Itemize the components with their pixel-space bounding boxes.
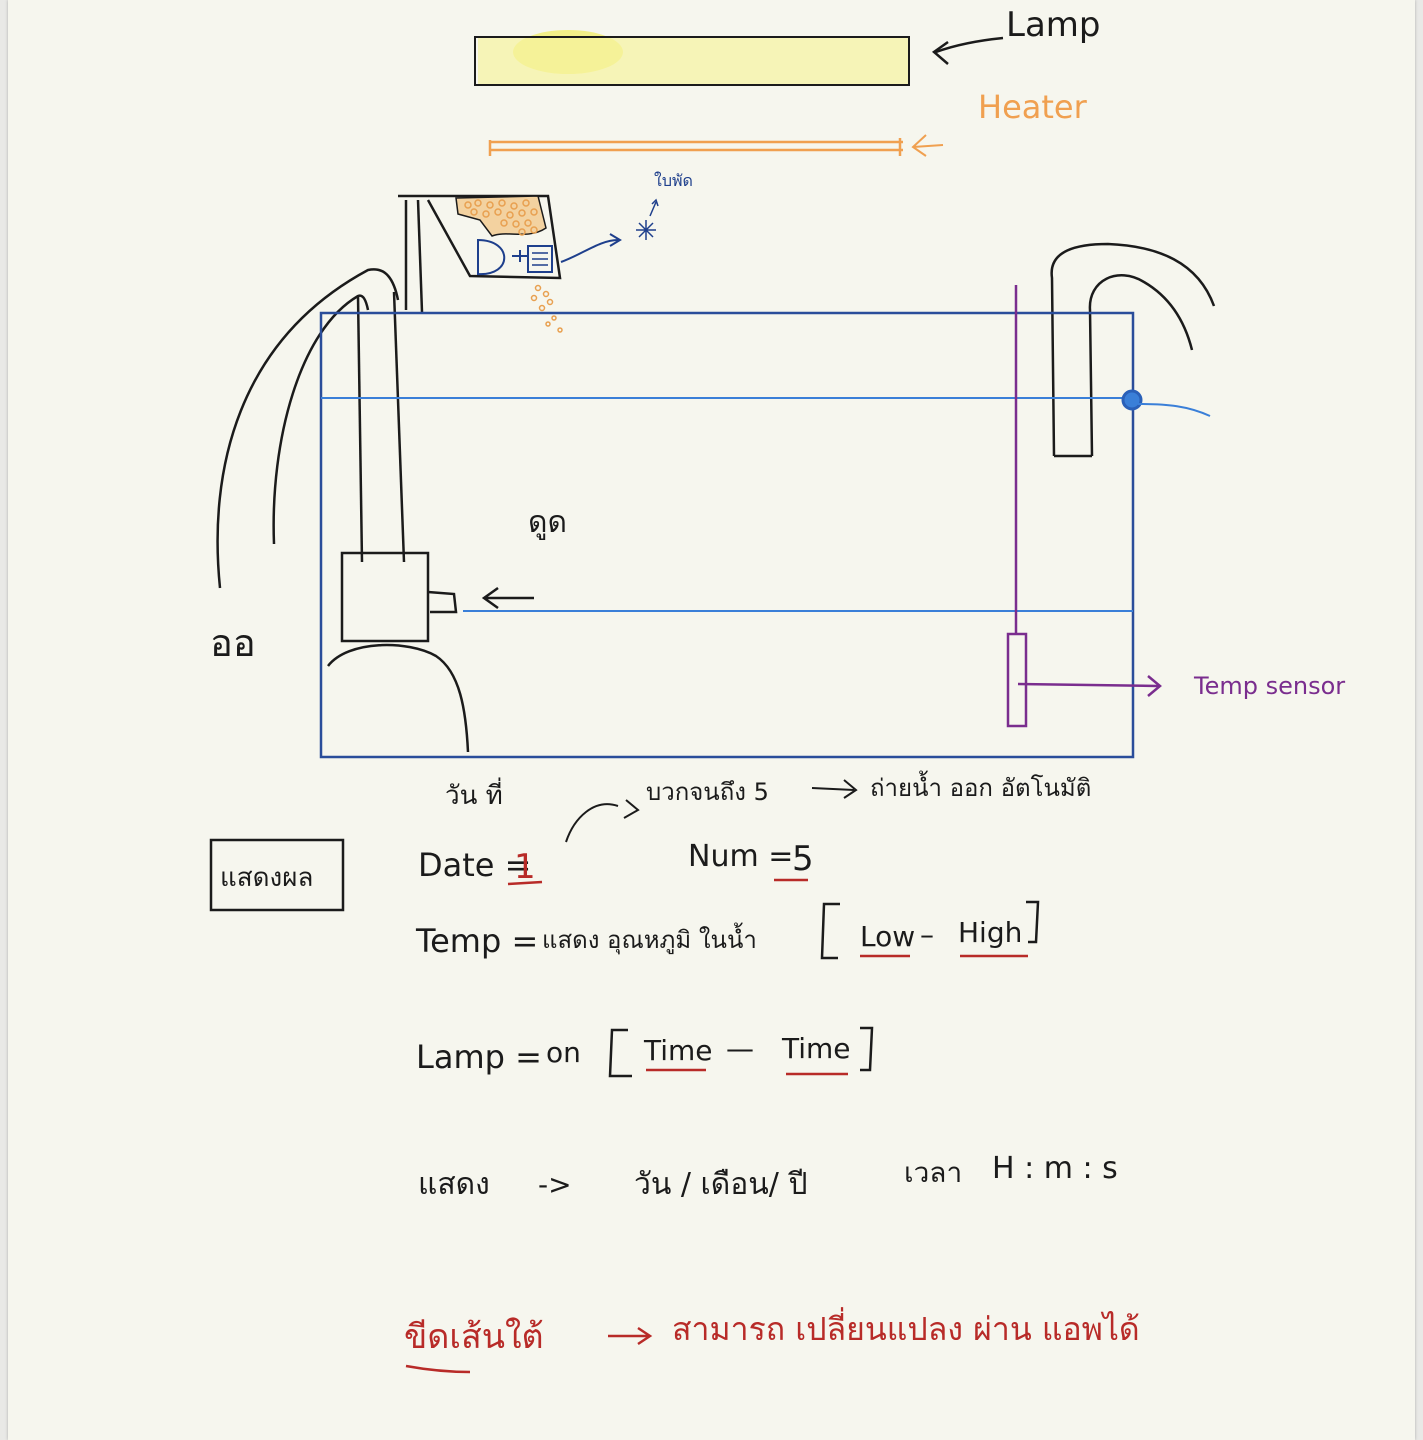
extra-arrow: [608, 1326, 653, 1346]
lamp: [474, 30, 1004, 86]
action-text: ถ่ายน้ำ ออก อัตโนมัติ: [870, 770, 1091, 802]
temp-low: Low: [860, 920, 915, 953]
day-label: วัน ที่: [445, 777, 503, 811]
date-underline: [507, 880, 543, 886]
lamp-on: on: [546, 1036, 581, 1069]
extra-description: สามารถ เปลี่ยนแปลง ผ่าน แอพได้: [672, 1307, 1140, 1348]
aquarium-tank: [319, 311, 1135, 759]
lamp-label: Lamp: [1006, 5, 1100, 45]
lamp-dash: —: [726, 1032, 754, 1065]
heater-label: Heater: [978, 88, 1088, 126]
suction-label: ดูด: [528, 505, 567, 540]
temp-high: High: [958, 916, 1022, 949]
fish-feeder: [398, 194, 659, 333]
temp-sensor: [1006, 285, 1162, 728]
condition-arrow: [565, 799, 640, 843]
feeder-label: ใบพัด: [654, 171, 693, 190]
pump: [327, 551, 534, 753]
display-time-format: H : m : s: [992, 1151, 1118, 1186]
date-label: Date =: [418, 846, 531, 884]
inlet-hose: [216, 268, 406, 589]
show-button-label: แสดงผล: [220, 863, 313, 893]
heater: [488, 134, 944, 157]
temp-dash: –: [920, 918, 934, 951]
lamp-setting-label: Lamp =: [416, 1038, 542, 1076]
lamp-time-start: Time: [643, 1034, 713, 1067]
lamp-time-end: Time: [781, 1032, 851, 1065]
outlet-hose: [1050, 242, 1216, 458]
show-button-box: [209, 838, 345, 912]
level-sensor: [1121, 389, 1211, 417]
lamp-bracket-right: [860, 1026, 874, 1072]
temp-bracket-left: [820, 902, 840, 960]
display-label: แสดง: [418, 1167, 490, 1202]
temp-description: แสดง อุณหภูมิ ในน้ำ: [542, 922, 757, 955]
num-value: 5: [792, 839, 814, 879]
temp-sensor-label: Temp sensor: [1193, 672, 1345, 700]
condition-text: บวกจนถึง 5: [646, 778, 769, 806]
extra-label: ขีดเส้นใต้: [404, 1317, 544, 1357]
num-label: Num =: [688, 839, 793, 874]
temp-bracket-right: [1026, 900, 1040, 944]
display-date-format: วัน / เดือน/ ปี: [634, 1167, 807, 1202]
aquarium-diagram: Lamp Heater: [209, 5, 1345, 1374]
note-page: Lamp Heater: [8, 0, 1415, 1440]
extra-underline: [405, 1364, 471, 1374]
date-value: 1: [514, 847, 536, 887]
pump-outside-label: ออ: [210, 621, 256, 665]
display-arrow: ->: [538, 1168, 572, 1201]
display-time-label: เวลา: [904, 1156, 962, 1189]
temp-label: Temp =: [415, 922, 538, 960]
action-arrow: [811, 779, 858, 799]
lamp-bracket-left: [608, 1028, 632, 1078]
